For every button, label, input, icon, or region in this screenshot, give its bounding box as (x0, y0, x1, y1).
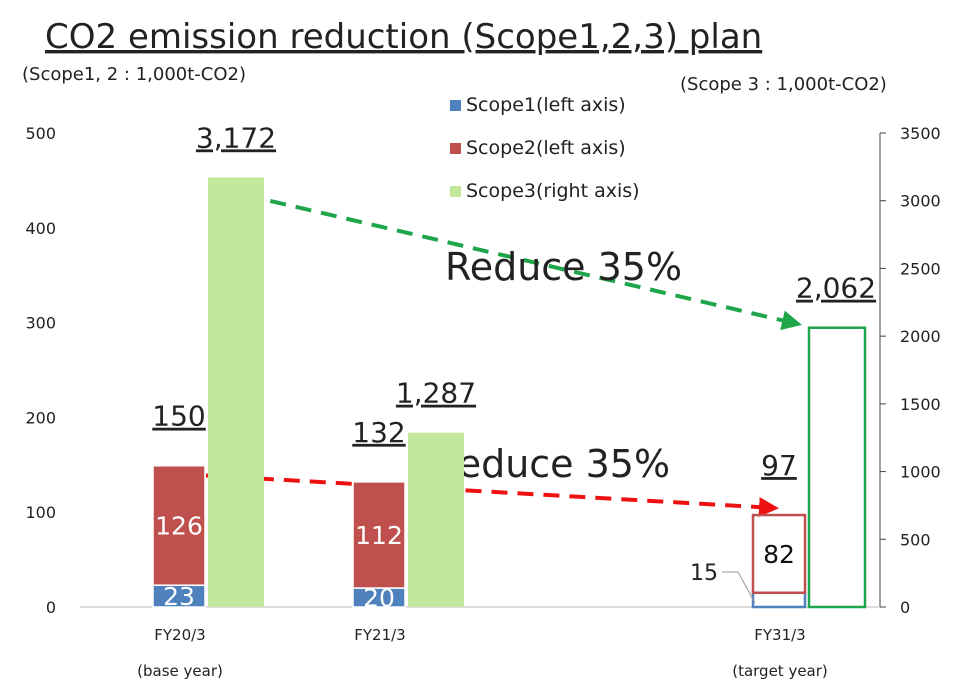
bar (208, 177, 264, 607)
x-tick-note: (base year) (137, 662, 223, 680)
y2-tick-label: 0 (900, 598, 910, 617)
y2-tick-label: 3500 (900, 124, 941, 143)
bar-label: 23 (163, 582, 195, 611)
y-axis-label: (Scope1, 2 : 1,000t-CO2) (22, 64, 246, 85)
bar (408, 432, 464, 607)
bar-value-label: 3,172 (196, 121, 276, 154)
bar-label: 126 (155, 511, 203, 540)
y-tick-label: 400 (25, 219, 56, 238)
bar-label: 15 (690, 561, 718, 586)
y-tick-label: 500 (25, 124, 56, 143)
y2-tick-label: 1000 (900, 463, 941, 482)
bar-value-label: 1,287 (396, 377, 476, 410)
total-label: 132 (352, 416, 405, 449)
leader-line (737, 571, 756, 604)
y-tick-label: 200 (25, 408, 56, 427)
legend-swatch (450, 100, 461, 111)
legend-label: Scope2(left axis) (466, 137, 626, 159)
y-tick-label: 0 (46, 598, 56, 617)
chart-title: CO2 emission reduction (Scope1,2,3) plan (45, 17, 762, 57)
bar-segment (352, 481, 406, 589)
legend-swatch (450, 186, 461, 197)
x-tick-label: FY20/3 (154, 626, 205, 644)
total-label: 150 (152, 400, 205, 433)
annotation: Reduce 35% (433, 442, 670, 486)
arrow (179, 472, 779, 518)
y2-tick-label: 500 (900, 530, 931, 549)
y-tick-label: 300 (25, 314, 56, 333)
legend-label: Scope3(right axis) (466, 180, 640, 202)
y2-axis-label: (Scope 3 : 1,000t-CO2) (680, 74, 887, 95)
annotation: Reduce 35% (445, 245, 682, 289)
arrow (244, 193, 802, 331)
legend-swatch (450, 143, 461, 154)
y2-tick-label: 3000 (900, 192, 941, 211)
y2-tick-label: 2000 (900, 327, 941, 346)
bar-value-label: 2,062 (796, 272, 876, 305)
y2-tick-label: 2500 (900, 259, 941, 278)
total-label: 97 (761, 449, 797, 482)
bar-segment (152, 464, 206, 586)
y2-tick-label: 1500 (900, 395, 941, 414)
bar-segment (751, 513, 807, 595)
x-tick-label: FY31/3 (754, 626, 805, 644)
bar (807, 326, 867, 609)
x-tick-note: (target year) (732, 662, 828, 680)
legend-label: Scope1(left axis) (466, 94, 626, 116)
x-tick-label: FY21/3 (354, 626, 405, 644)
y-tick-label: 100 (25, 503, 56, 522)
bar-segment (751, 591, 807, 609)
bar-label: 112 (355, 521, 403, 550)
bar-label: 82 (763, 540, 795, 569)
